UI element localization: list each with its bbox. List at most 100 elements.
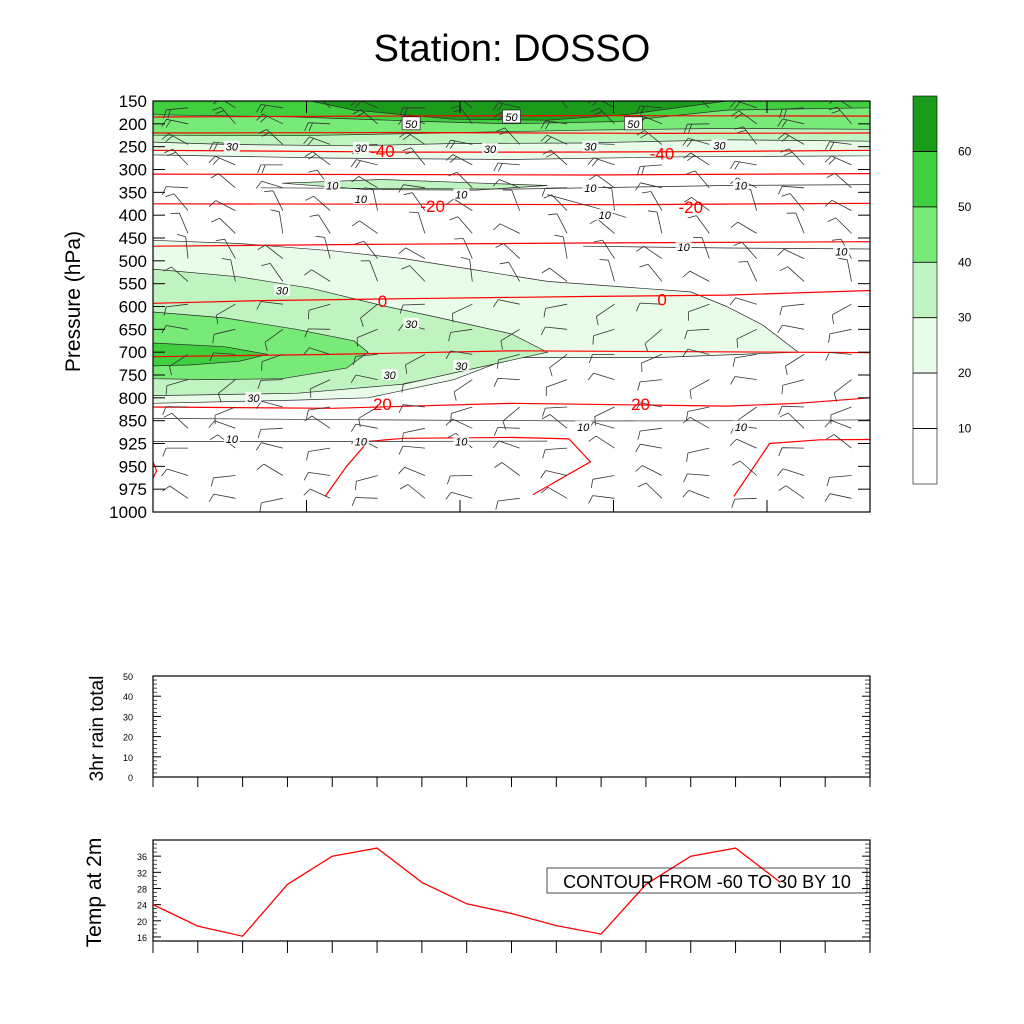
colorbar-box: [912, 95, 938, 152]
wind-barb: [492, 440, 520, 449]
y-tick-label: 400: [119, 206, 147, 225]
temp-y-label: 16: [137, 933, 147, 943]
speed-contour: [260, 184, 870, 190]
wind-barb: [446, 198, 473, 211]
colorbar-box: [912, 372, 938, 429]
wind-barb: [824, 420, 852, 429]
wind-barb: [635, 302, 662, 312]
speed-label: 30: [584, 142, 597, 154]
wind-barb: [540, 486, 568, 499]
wind-barb: [542, 447, 568, 459]
wind-barb: [636, 245, 663, 259]
speed-label: 30: [383, 370, 396, 382]
speed-label-bg: [732, 420, 749, 432]
y-tick-label: 700: [119, 343, 147, 362]
y-tick-label: 450: [119, 229, 147, 248]
wind-barb: [162, 186, 189, 196]
wind-barb: [588, 435, 615, 449]
wind-barb: [162, 485, 189, 499]
wind-barb: [352, 109, 378, 125]
temp-y-label: 32: [137, 868, 147, 878]
wind-barb: [257, 379, 283, 390]
rain-y-label: 30: [123, 712, 133, 722]
wind-barb: [542, 149, 568, 166]
y-tick-label: 1000: [109, 503, 147, 522]
wind-barb: [356, 328, 378, 347]
speed-label-bg: [352, 193, 369, 205]
wind-barb: [635, 443, 662, 453]
speed-label: 30: [226, 142, 239, 154]
colorbar-label: 50: [958, 200, 972, 214]
wind-barb: [255, 442, 283, 451]
wind-barb: [445, 154, 473, 166]
wind-barb: [303, 347, 331, 355]
rain-y-axis-label: 3hr rain total: [87, 676, 108, 782]
speed-label-bg: [381, 369, 398, 380]
temp-contour: [153, 461, 158, 479]
wind-barb: [588, 174, 615, 189]
wind-barb: [729, 438, 757, 449]
wind-barb: [494, 462, 520, 476]
wind-barb: [592, 328, 615, 345]
wind-barb: [825, 141, 852, 151]
speed-label: 50: [627, 119, 640, 131]
rain-frame: [152, 675, 871, 778]
wind-barb: [635, 402, 662, 411]
wind-barb: [730, 376, 757, 385]
rain-y-label: 0: [128, 773, 133, 783]
wind-barb: [304, 122, 331, 132]
wind-barb: [828, 328, 852, 343]
wind-barb: [785, 354, 805, 375]
wind-barb: [683, 197, 710, 211]
wind-barb: [454, 238, 473, 259]
wind-barb: [256, 463, 284, 476]
y-tick-label: 600: [119, 298, 147, 317]
wind-barbs: [161, 101, 852, 512]
wind-barb: [176, 234, 189, 259]
wind-barb: [635, 182, 662, 191]
wind-barb: [208, 493, 236, 503]
y-tick-label: 950: [119, 457, 147, 476]
speed-label-bg: [596, 209, 613, 221]
temp-contour: [153, 131, 870, 135]
wind-barb: [599, 259, 615, 282]
wind-barb: [736, 328, 757, 348]
wind-barb: [825, 101, 852, 109]
wind-barb: [405, 354, 426, 374]
colorbar-box: [912, 261, 938, 319]
wind-barb: [540, 120, 568, 130]
contour-labels: 50 50 50 30 30 30 30 30 10 10 10 10 10 10 10 10 30 30 30 30…: [223, 109, 850, 448]
wind-barb: [398, 466, 426, 476]
wind-barb: [683, 416, 710, 429]
wind-barb: [445, 350, 473, 359]
colorbar-label: 30: [958, 311, 972, 325]
speed-contour: [547, 194, 627, 218]
wind-barb: [682, 348, 710, 357]
wind-barb: [636, 130, 663, 145]
wind-barb: [210, 173, 236, 189]
wind-barb: [543, 303, 568, 318]
wind-barb: [448, 171, 473, 189]
wind-barb: [777, 324, 805, 334]
speed-label-bg: [711, 139, 728, 151]
wind-barb: [641, 354, 663, 373]
wind-barb: [686, 170, 710, 189]
rain-y-label: 50: [123, 672, 133, 682]
wind-barb: [306, 447, 331, 461]
speed-label-bg: [223, 432, 240, 444]
wind-barb: [647, 210, 663, 234]
wind-barb: [495, 243, 520, 259]
speed-label-box: [401, 116, 421, 131]
wind-barb: [217, 379, 236, 403]
wind-barb: [779, 303, 805, 316]
temp-label: 20: [631, 395, 650, 414]
wind-barb: [163, 412, 189, 429]
wind-barb: [683, 473, 710, 483]
speed-label-bg: [453, 188, 470, 200]
speed-label: 30: [484, 144, 497, 156]
wind-barb: [779, 266, 805, 282]
colorbar-box: [912, 151, 938, 208]
wind-barb: [257, 244, 284, 259]
wind-barb: [588, 495, 615, 504]
speed-region: [282, 179, 548, 191]
